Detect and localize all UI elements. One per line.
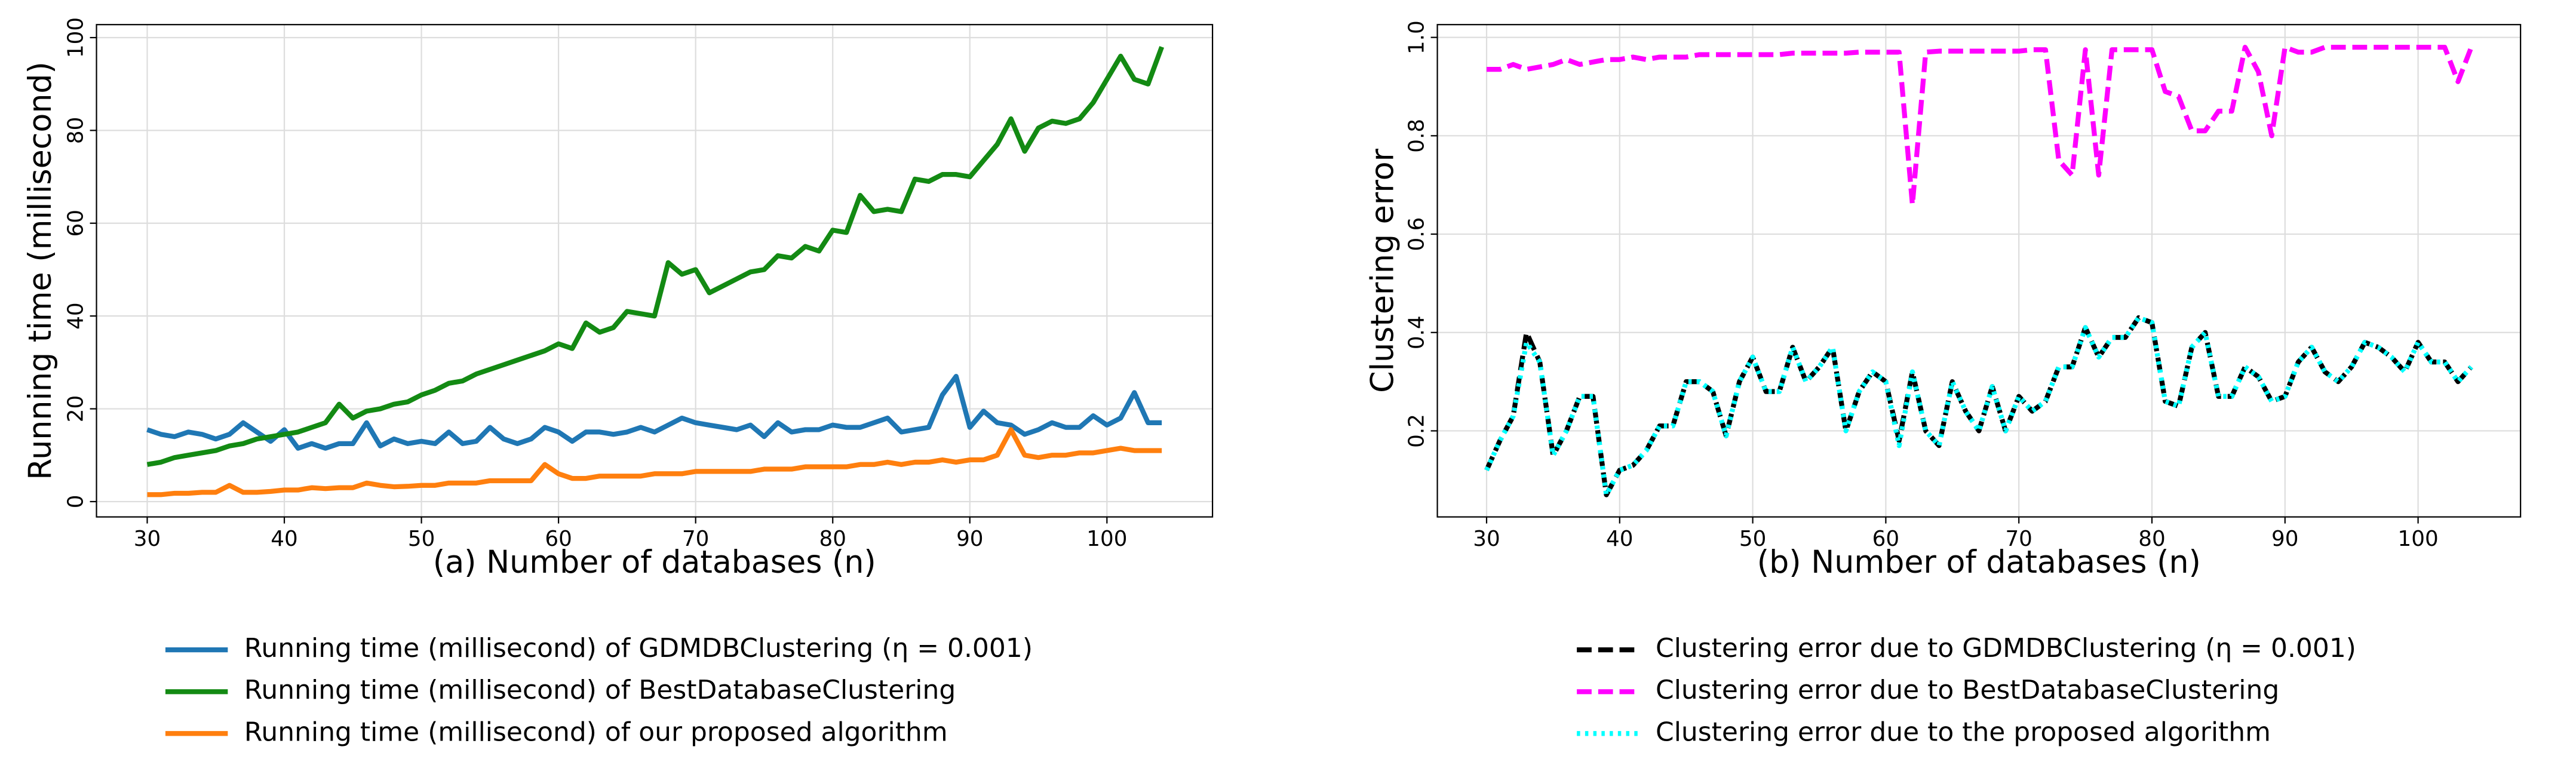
series-line (146, 374, 1162, 451)
y-tick-label: 0 (64, 495, 88, 509)
y-axis-label: Running time (millisecond) (23, 62, 59, 480)
x-axis-label: (a) Number of databases (n) (433, 545, 876, 580)
x-axis-label: (b) Number of databases (n) (1757, 545, 2201, 580)
series-line (1484, 315, 2473, 497)
y-tick-label: 0.6 (1405, 217, 1429, 251)
series-line (146, 46, 1165, 467)
x-tick-label: 40 (271, 527, 297, 551)
plot-frame (1436, 24, 2522, 518)
y-tick-label: 20 (64, 395, 88, 422)
plot-frame (96, 24, 1214, 518)
y-tick-label: 0.4 (1405, 315, 1429, 349)
y-tick-label: 100 (64, 17, 88, 58)
x-tick-label: 70 (682, 527, 709, 551)
x-tick-label: 100 (1086, 527, 1127, 551)
x-tick-label: 40 (1606, 527, 1633, 551)
x-tick-label: 60 (1872, 527, 1899, 551)
legend-label: Clustering error due to the proposed alg… (1656, 717, 2271, 747)
x-tick-label: 80 (819, 527, 846, 551)
y-tick-label: 1.0 (1405, 20, 1429, 54)
x-tick-label: 80 (2138, 527, 2165, 551)
legend-label: Running time (millisecond) of our propos… (244, 717, 948, 747)
y-tick-label: 80 (64, 117, 88, 144)
series-line (147, 427, 1162, 497)
legend-label: Running time (millisecond) of GDMDBClust… (244, 633, 1033, 663)
y-tick-label: 0.2 (1405, 414, 1429, 448)
x-tick-label: 90 (956, 527, 983, 551)
series-line (1486, 44, 2474, 207)
y-tick-label: 0.8 (1405, 119, 1429, 153)
x-tick-label: 50 (408, 527, 435, 551)
series-line (1484, 315, 2473, 497)
y-tick-label: 40 (64, 302, 88, 329)
x-tick-label: 100 (2397, 527, 2438, 551)
x-tick-label: 60 (545, 527, 572, 551)
x-tick-label: 70 (2005, 527, 2032, 551)
legend-label: Clustering error due to GDMDBClustering … (1656, 633, 2356, 663)
x-tick-label: 90 (2271, 527, 2298, 551)
y-tick-label: 60 (64, 210, 88, 236)
x-tick-label: 30 (1473, 527, 1500, 551)
legend-label: Running time (millisecond) of BestDataba… (244, 675, 956, 705)
x-tick-label: 50 (1739, 527, 1766, 551)
legend-label: Clustering error due to BestDatabaseClus… (1656, 675, 2279, 705)
y-axis-label: Clustering error (1365, 148, 1401, 392)
x-tick-label: 30 (134, 527, 161, 551)
